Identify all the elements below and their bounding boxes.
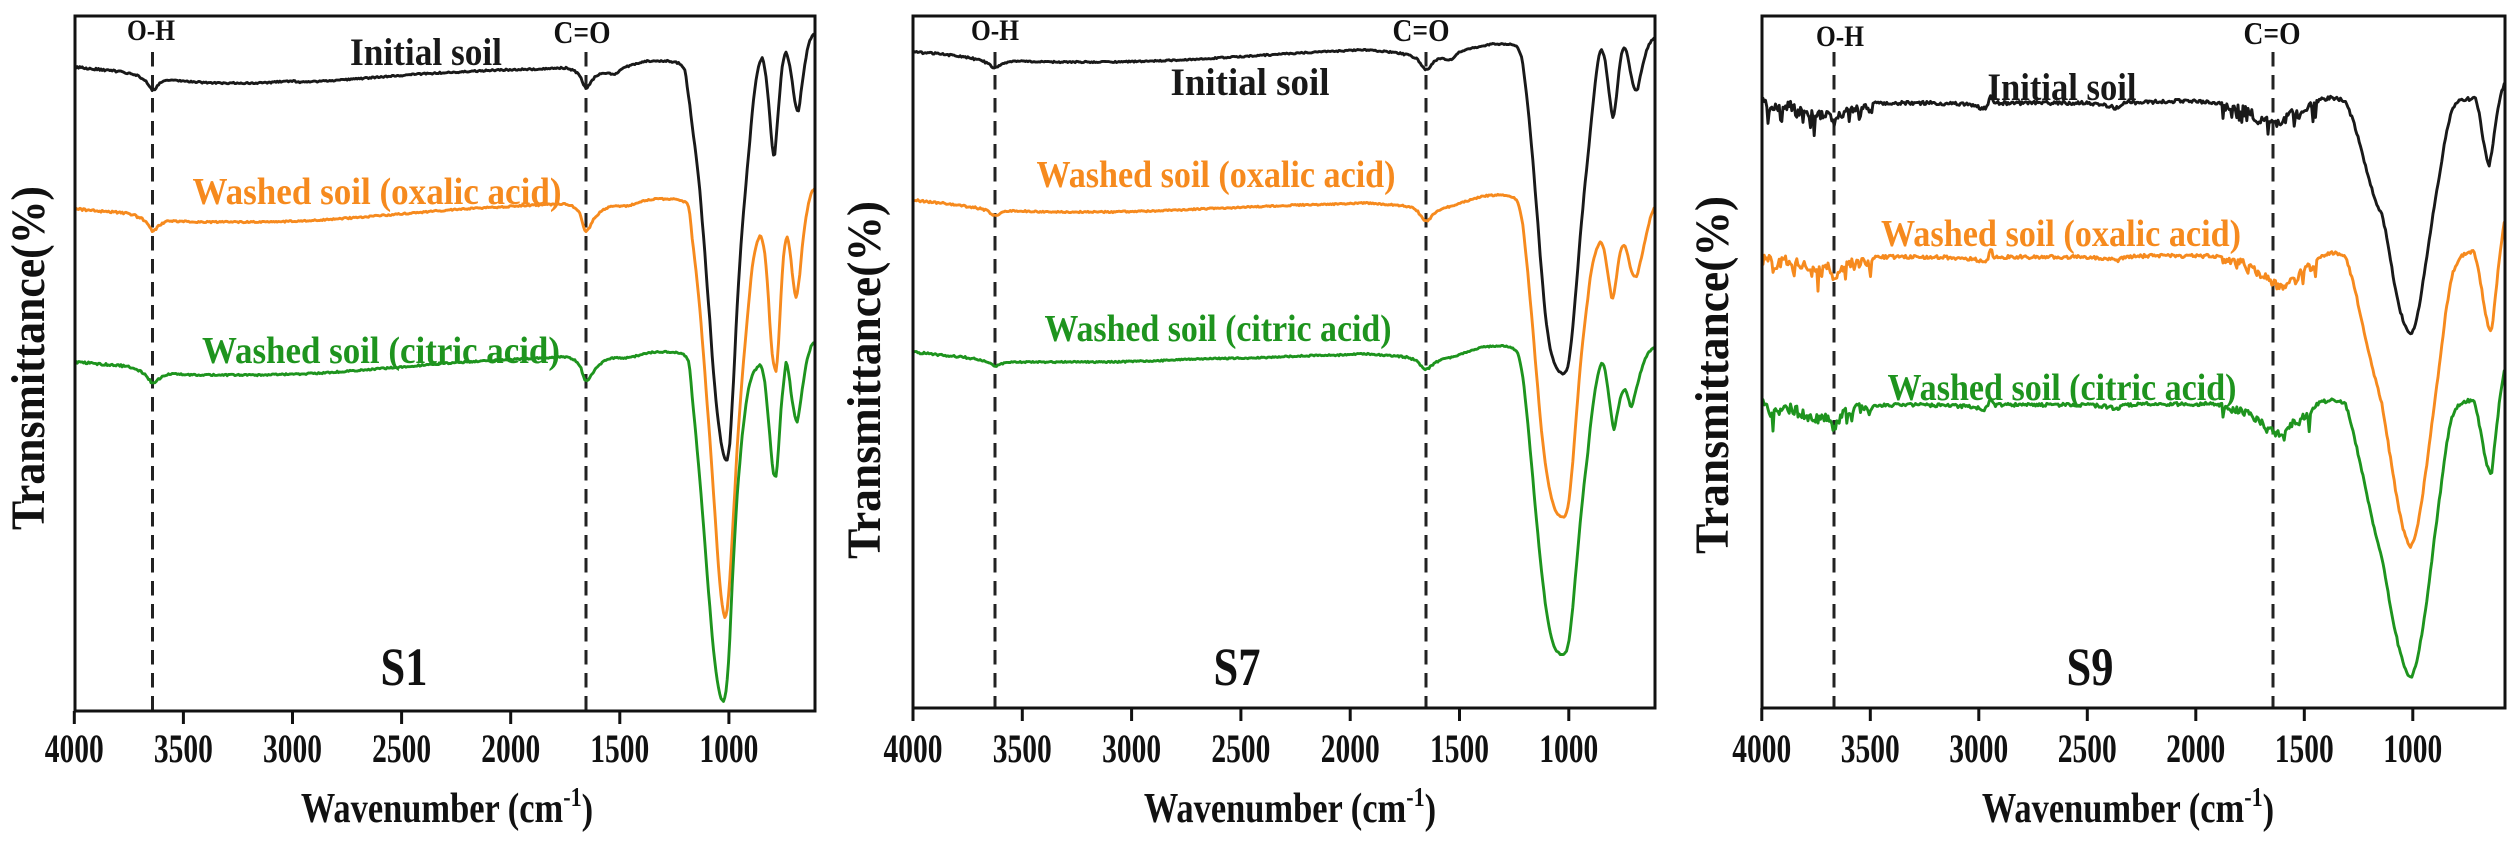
svg-text:S9: S9 bbox=[2067, 637, 2114, 697]
svg-text:4000: 4000 bbox=[45, 726, 104, 771]
svg-text:C=O: C=O bbox=[2244, 15, 2301, 51]
svg-text:C=O: C=O bbox=[1393, 12, 1450, 48]
svg-text:C=O: C=O bbox=[554, 14, 611, 50]
svg-text:Initial soil: Initial soil bbox=[1988, 66, 2137, 109]
svg-text:1000: 1000 bbox=[1539, 726, 1598, 771]
svg-text:S7: S7 bbox=[1214, 637, 1261, 697]
svg-text:O-H: O-H bbox=[127, 14, 175, 47]
svg-text:Wavenumber (cm-1): Wavenumber (cm-1) bbox=[1144, 783, 1436, 833]
svg-text:3500: 3500 bbox=[154, 726, 213, 771]
svg-text:1000: 1000 bbox=[2383, 726, 2442, 771]
svg-text:Washed soil (citric acid): Washed soil (citric acid) bbox=[202, 330, 560, 372]
svg-text:1500: 1500 bbox=[590, 726, 649, 771]
svg-text:2500: 2500 bbox=[372, 726, 431, 771]
svg-text:O-H: O-H bbox=[971, 14, 1019, 47]
svg-text:4000: 4000 bbox=[884, 726, 943, 771]
svg-text:Initial soil: Initial soil bbox=[350, 31, 502, 74]
svg-text:1500: 1500 bbox=[1430, 726, 1489, 771]
svg-text:1500: 1500 bbox=[2275, 726, 2334, 771]
svg-text:1000: 1000 bbox=[699, 726, 758, 771]
svg-text:Wavenumber (cm-1): Wavenumber (cm-1) bbox=[301, 783, 593, 833]
svg-text:S1: S1 bbox=[381, 637, 428, 697]
svg-text:Transmittance(%): Transmittance(%) bbox=[838, 201, 891, 559]
svg-text:Transmittance(%): Transmittance(%) bbox=[1686, 196, 1739, 554]
svg-text:3000: 3000 bbox=[1949, 726, 2008, 771]
svg-text:3000: 3000 bbox=[263, 726, 322, 771]
svg-text:2000: 2000 bbox=[2166, 726, 2225, 771]
svg-text:Washed soil (oxalic acid): Washed soil (oxalic acid) bbox=[193, 171, 562, 213]
svg-text:O-H: O-H bbox=[1816, 20, 1864, 53]
svg-text:Wavenumber (cm-1): Wavenumber (cm-1) bbox=[1982, 783, 2274, 833]
svg-text:Washed soil (oxalic acid): Washed soil (oxalic acid) bbox=[1881, 213, 2241, 255]
svg-text:Initial soil: Initial soil bbox=[1171, 61, 1330, 104]
svg-text:2000: 2000 bbox=[1321, 726, 1380, 771]
svg-text:2500: 2500 bbox=[2058, 726, 2117, 771]
svg-text:Washed soil (citric acid): Washed soil (citric acid) bbox=[1888, 367, 2237, 409]
svg-text:3500: 3500 bbox=[1841, 726, 1900, 771]
svg-text:2000: 2000 bbox=[481, 726, 540, 771]
svg-text:2500: 2500 bbox=[1211, 726, 1270, 771]
svg-text:Washed soil (citric acid): Washed soil (citric acid) bbox=[1045, 308, 1392, 350]
svg-text:3500: 3500 bbox=[993, 726, 1052, 771]
svg-text:Washed soil (oxalic acid): Washed soil (oxalic acid) bbox=[1037, 154, 1396, 196]
svg-text:Transmittance(%): Transmittance(%) bbox=[2, 186, 55, 530]
svg-text:3000: 3000 bbox=[1102, 726, 1161, 771]
svg-text:4000: 4000 bbox=[1732, 726, 1791, 771]
